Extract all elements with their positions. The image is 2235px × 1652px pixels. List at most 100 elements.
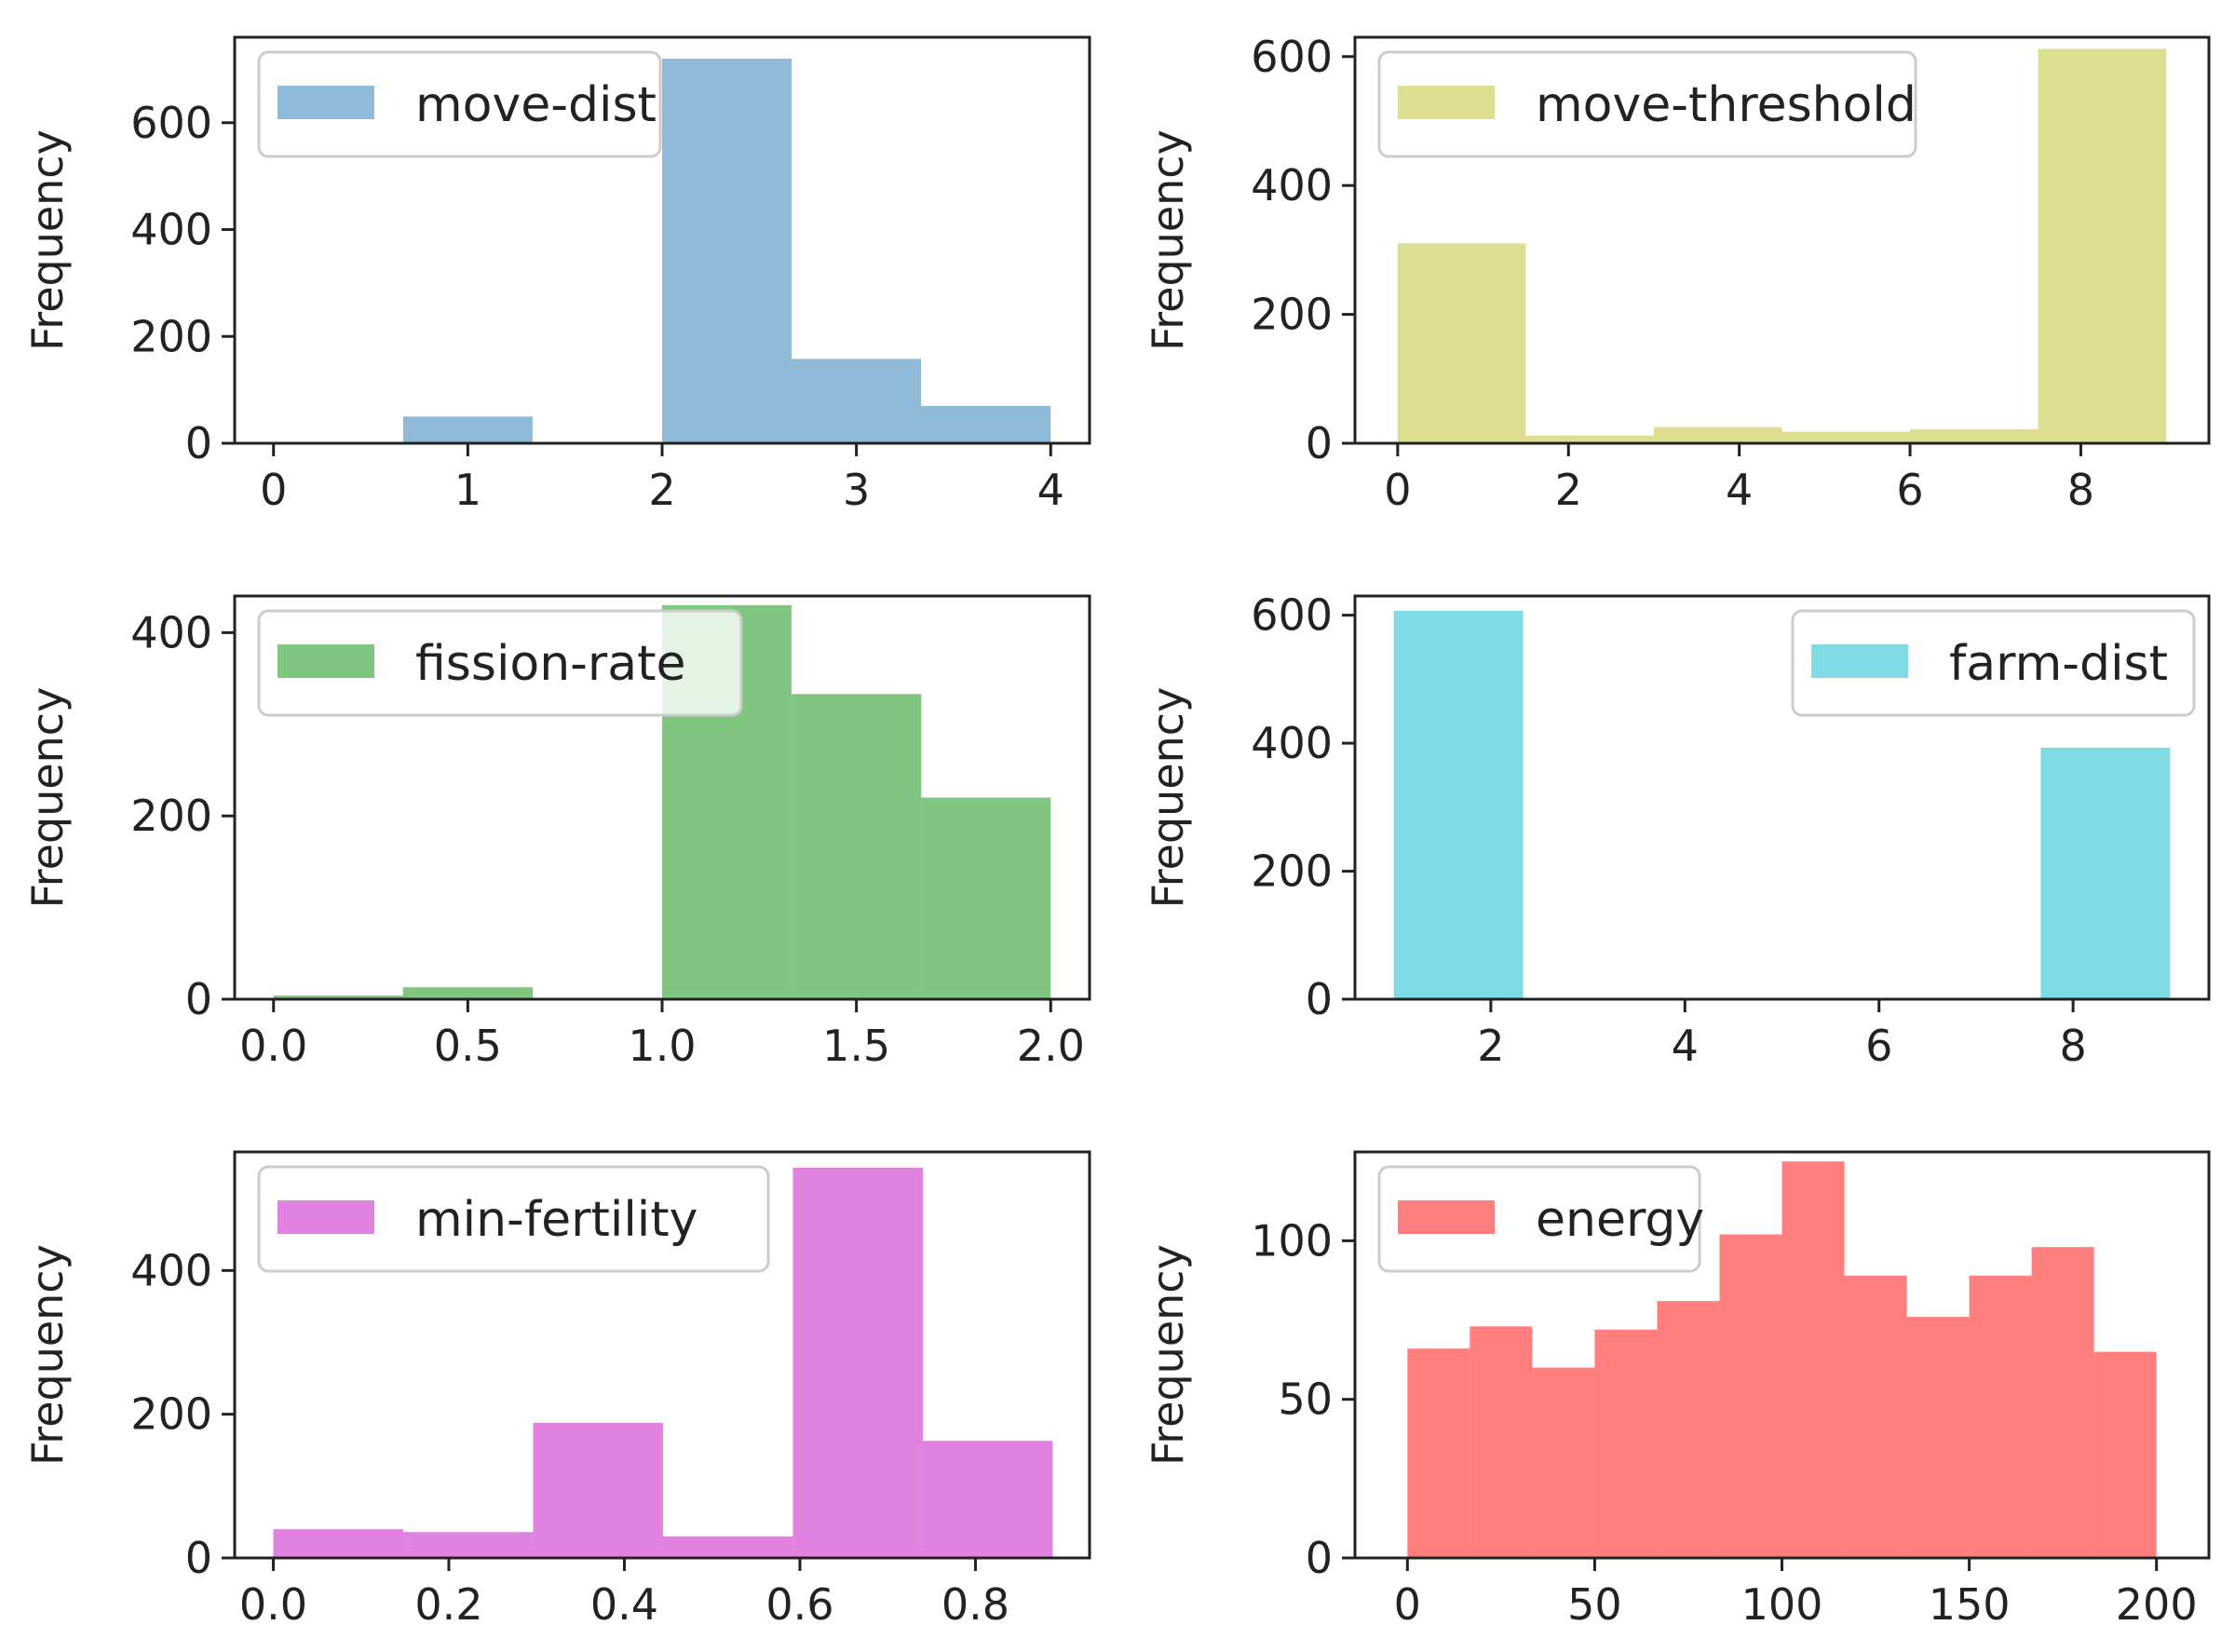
x-tick-label: 0.0 [239, 1021, 307, 1071]
legend-label: farm-dist [1949, 636, 2168, 692]
histogram-bar [1393, 610, 1524, 999]
histogram-bar [791, 694, 922, 999]
x-tick-label: 50 [1567, 1579, 1622, 1630]
y-tick-label: 400 [130, 205, 212, 255]
legend: move-dist [257, 50, 662, 158]
x-tick-label: 6 [1896, 465, 1923, 515]
histogram-bar [402, 1532, 534, 1558]
legend: fission-rate [257, 609, 743, 717]
histogram-bar [1969, 1275, 2032, 1558]
legend: farm-dist [1791, 609, 2196, 717]
histogram-bar [1781, 431, 1911, 443]
histogram-bar [1594, 1329, 1658, 1558]
legend-swatch [1398, 86, 1495, 119]
y-axis-label: Frequency [1143, 129, 1193, 351]
histogram-bar [921, 405, 1051, 443]
y-axis-label: Frequency [1143, 687, 1193, 909]
histogram-bar [662, 1536, 793, 1558]
x-tick-label: 1.5 [822, 1021, 890, 1071]
histogram-bar [273, 1529, 403, 1558]
y-tick-label: 0 [185, 974, 212, 1024]
x-tick-label: 8 [2059, 1021, 2086, 1071]
x-tick-label: 200 [2116, 1579, 2198, 1630]
histogram-bar [1906, 1317, 1970, 1558]
y-axis-label: Frequency [22, 1244, 73, 1466]
y-tick-label: 400 [1251, 160, 1333, 210]
x-tick-label: 0.6 [765, 1579, 833, 1630]
x-tick-label: 4 [1037, 465, 1064, 515]
axes-frame [1353, 594, 2211, 1001]
histogram-bar [1781, 1161, 1845, 1558]
legend-label: min-fertility [415, 1192, 698, 1248]
histogram-bar [533, 1422, 663, 1558]
histogram-bar [922, 1441, 1053, 1558]
y-axis-label: Frequency [1143, 1244, 1193, 1466]
x-tick-label: 1 [454, 465, 481, 515]
legend-label: move-threshold [1536, 77, 1917, 133]
y-tick-label: 200 [130, 1389, 212, 1440]
subplot-move-threshold: 0 2 4 6 8 0 200 400 600 Frequency move-threshold [1143, 32, 2211, 515]
x-tick-label: 1.0 [628, 1021, 696, 1071]
subplot-move-dist: 0 1 2 3 4 0 200 400 600 Frequency move-dist [22, 35, 1091, 515]
y-tick-label: 400 [1251, 718, 1333, 768]
x-tick-label: 0.8 [941, 1579, 1009, 1630]
legend-swatch [1811, 644, 1908, 678]
subplot-farm-dist: 2 4 6 8 0 200 400 600 Frequency farm-dist [1143, 590, 2211, 1071]
y-axis-label: Frequency [22, 129, 73, 351]
axes-frame [1353, 35, 2211, 445]
legend-swatch [278, 86, 374, 119]
y-tick-label: 200 [1251, 290, 1333, 340]
histogram-bar [273, 995, 403, 999]
legend: energy [1377, 1165, 1704, 1273]
histogram-bar [1653, 427, 1782, 443]
x-tick-label: 8 [2067, 465, 2094, 515]
y-tick-label: 200 [130, 791, 212, 841]
histogram-bar [2031, 1247, 2094, 1558]
legend-label: move-dist [415, 77, 657, 133]
histogram-bar [1844, 1275, 1907, 1558]
x-tick-label: 2 [1555, 465, 1582, 515]
y-tick-label: 400 [130, 607, 212, 657]
histogram-bar [402, 987, 534, 999]
axes-frame [233, 1150, 1091, 1560]
histogram-bar [1525, 435, 1654, 443]
x-tick-label: 2 [648, 465, 675, 515]
legend-swatch [278, 644, 374, 678]
x-tick-label: 0 [1384, 465, 1411, 515]
y-tick-label: 0 [185, 1533, 212, 1583]
histogram-bar [2038, 48, 2167, 443]
x-tick-label: 0.4 [590, 1579, 658, 1630]
histogram-bar [1657, 1301, 1720, 1558]
histogram-bar [402, 416, 533, 443]
y-tick-label: 0 [1306, 974, 1333, 1024]
y-axis-label: Frequency [22, 687, 73, 909]
legend-swatch [1398, 1200, 1495, 1234]
x-tick-label: 2.0 [1017, 1021, 1085, 1071]
legend-swatch [278, 1200, 374, 1234]
y-tick-label: 0 [1306, 1533, 1333, 1583]
y-tick-label: 600 [130, 98, 212, 148]
x-tick-label: 6 [1865, 1021, 1892, 1071]
x-tick-label: 0 [260, 465, 287, 515]
x-tick-label: 0 [1394, 1579, 1421, 1630]
legend-box [1377, 50, 1917, 158]
legend: min-fertility [257, 1165, 770, 1273]
histogram-bar [1397, 243, 1526, 443]
x-tick-label: 150 [1929, 1579, 2011, 1630]
x-tick-label: 0.0 [239, 1579, 307, 1630]
legend-box [257, 1165, 770, 1273]
subplot-min-fertility: 0.0 0.2 0.4 0.6 0.8 0 200 400 Frequency min-ferti… [22, 1150, 1091, 1630]
histogram-bar [2093, 1351, 2157, 1558]
histogram-bar [1532, 1367, 1595, 1558]
legend: move-threshold [1377, 50, 1917, 158]
legend-box [1791, 609, 2196, 717]
y-tick-label: 600 [1251, 590, 1333, 641]
histogram-bar [792, 1167, 923, 1558]
histogram-bar [1407, 1348, 1470, 1558]
x-tick-label: 3 [843, 465, 870, 515]
x-tick-label: 4 [1672, 1021, 1699, 1071]
x-tick-label: 4 [1726, 465, 1753, 515]
y-tick-label: 400 [130, 1245, 212, 1295]
histogram-bar [1910, 428, 2039, 443]
y-tick-label: 0 [185, 418, 212, 468]
